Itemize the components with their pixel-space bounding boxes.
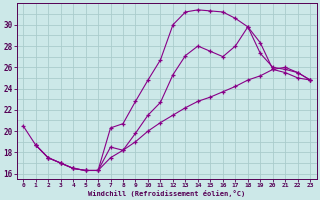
X-axis label: Windchill (Refroidissement éolien,°C): Windchill (Refroidissement éolien,°C): [88, 190, 245, 197]
